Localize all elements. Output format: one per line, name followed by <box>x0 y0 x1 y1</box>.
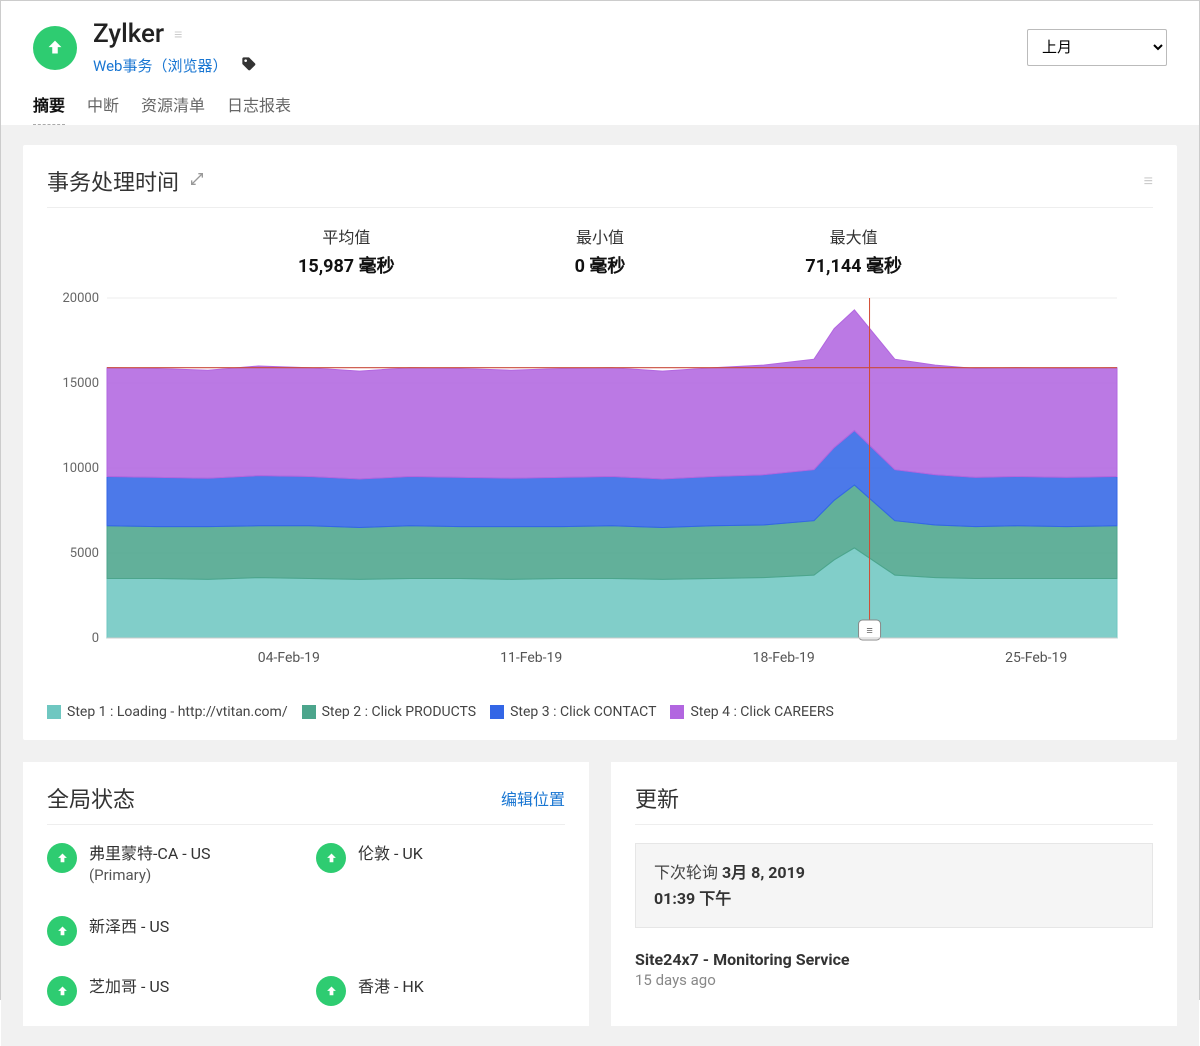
legend-label: Step 2 : Click PRODUCTS <box>322 704 477 720</box>
stacked-area-chart: 0 5000 10000 15000 20000 04-Feb-19 11-Feb-19 18… <box>47 288 1127 688</box>
svg-text:15000: 15000 <box>62 376 99 391</box>
chart-panel: 事务处理时间 ≡ 平均值 15,987 毫秒 最小值 0 毫秒 最大值 71,144 … <box>23 145 1177 740</box>
location-name: 伦敦 - UK <box>358 843 423 865</box>
location-sub: (Primary) <box>89 865 211 886</box>
location-item[interactable]: 弗里蒙特-CA - US(Primary) <box>47 843 296 886</box>
update-time: 15 days ago <box>635 971 1153 989</box>
legend-label: Step 4 : Click CAREERS <box>690 704 833 720</box>
status-ok-icon <box>47 843 77 873</box>
stats-row: 平均值 15,987 毫秒 最小值 0 毫秒 最大值 71,144 毫秒 <box>47 224 1153 278</box>
legend-swatch <box>490 705 504 719</box>
stat-min-value: 0 毫秒 <box>575 252 626 278</box>
tab-1[interactable]: 中断 <box>87 92 119 125</box>
location-name: 香港 - HK <box>358 976 424 998</box>
poll-label: 下次轮询 <box>654 863 718 882</box>
stat-avg-value: 15,987 毫秒 <box>298 252 395 278</box>
legend-swatch <box>670 705 684 719</box>
app-name: Zylker <box>93 19 164 49</box>
stat-min-label: 最小值 <box>575 224 626 248</box>
stat-max-value: 71,144 毫秒 <box>805 252 902 278</box>
location-item[interactable]: 伦敦 - UK <box>316 843 565 886</box>
svg-text:≡: ≡ <box>866 624 872 637</box>
panel-menu-icon[interactable]: ≡ <box>1144 171 1153 191</box>
svg-text:04-Feb-19: 04-Feb-19 <box>258 650 320 666</box>
stat-max-label: 最大值 <box>805 224 902 248</box>
poll-date: 3月 8, 2019 <box>722 863 805 882</box>
svg-text:25-Feb-19: 25-Feb-19 <box>1005 650 1067 666</box>
expand-icon[interactable] <box>189 171 205 191</box>
chart: 0 5000 10000 15000 20000 04-Feb-19 11-Feb-19 18… <box>47 288 1153 692</box>
next-poll-box: 下次轮询 3月 8, 2019 01:39 下午 <box>635 843 1153 928</box>
svg-text:5000: 5000 <box>70 546 99 561</box>
status-ok-icon <box>33 26 77 70</box>
location-item[interactable]: 香港 - HK <box>316 976 565 1006</box>
tabs: 摘要中断资源清单日志报表 <box>33 92 1167 125</box>
monitor-type-link[interactable]: Web事务（浏览器） <box>93 55 227 76</box>
updates-list: Site24x7 - Monitoring Service 15 days ag… <box>635 950 1153 989</box>
title-row: Zylker ≡ Web事务（浏览器） 上月 <box>33 19 1167 76</box>
poll-time: 01:39 下午 <box>654 889 731 908</box>
tab-2[interactable]: 资源清单 <box>141 92 205 125</box>
status-ok-icon <box>47 916 77 946</box>
legend-item[interactable]: Step 3 : Click CONTACT <box>490 704 656 720</box>
svg-text:11-Feb-19: 11-Feb-19 <box>500 650 562 666</box>
tag-icon[interactable] <box>241 56 257 76</box>
svg-text:10000: 10000 <box>62 461 99 476</box>
location-item[interactable]: 芝加哥 - US <box>47 976 296 1006</box>
svg-text:18-Feb-19: 18-Feb-19 <box>753 650 815 666</box>
panel-title: 事务处理时间 <box>47 165 179 197</box>
title-menu-icon[interactable]: ≡ <box>174 26 182 43</box>
status-ok-icon <box>316 976 346 1006</box>
legend-item[interactable]: Step 4 : Click CAREERS <box>670 704 833 720</box>
edit-location-link[interactable]: 编辑位置 <box>501 786 565 810</box>
legend-swatch <box>47 705 61 719</box>
status-ok-icon <box>316 843 346 873</box>
page-title: Zylker ≡ <box>93 19 257 49</box>
location-name: 新泽西 - US <box>89 916 169 938</box>
legend-label: Step 1 : Loading - http://vtitan.com/ <box>67 704 288 720</box>
timerange-dropdown[interactable]: 上月 <box>1027 29 1167 66</box>
status-ok-icon <box>47 976 77 1006</box>
tab-3[interactable]: 日志报表 <box>227 92 291 125</box>
svg-text:0: 0 <box>92 631 99 646</box>
location-name: 芝加哥 - US <box>89 976 169 998</box>
updates-panel: 更新 下次轮询 3月 8, 2019 01:39 下午 Site24x7 - M… <box>611 762 1177 1026</box>
global-status-panel: 全局状态 编辑位置 弗里蒙特-CA - US(Primary) 伦敦 - UK … <box>23 762 589 1026</box>
location-name: 弗里蒙特-CA - US <box>89 843 211 865</box>
svg-text:20000: 20000 <box>62 291 99 306</box>
location-grid: 弗里蒙特-CA - US(Primary) 伦敦 - UK 新泽西 - US 芝… <box>47 843 565 1006</box>
updates-title: 更新 <box>635 782 679 814</box>
update-title: Site24x7 - Monitoring Service <box>635 950 1153 969</box>
legend-item[interactable]: Step 1 : Loading - http://vtitan.com/ <box>47 704 288 720</box>
update-item[interactable]: Site24x7 - Monitoring Service 15 days ag… <box>635 950 1153 989</box>
timerange-select[interactable]: 上月 <box>1027 29 1167 66</box>
chart-legend: Step 1 : Loading - http://vtitan.com/Ste… <box>47 704 1153 720</box>
header: Zylker ≡ Web事务（浏览器） 上月 摘要中断资源清单日志报表 <box>1 1 1199 125</box>
content-area: 事务处理时间 ≡ 平均值 15,987 毫秒 最小值 0 毫秒 最大值 71,144 … <box>1 125 1199 1046</box>
legend-item[interactable]: Step 2 : Click PRODUCTS <box>302 704 477 720</box>
global-title: 全局状态 <box>47 782 135 814</box>
legend-label: Step 3 : Click CONTACT <box>510 704 656 720</box>
tab-0[interactable]: 摘要 <box>33 92 65 125</box>
legend-swatch <box>302 705 316 719</box>
location-item[interactable]: 新泽西 - US <box>47 916 296 946</box>
stat-avg-label: 平均值 <box>298 224 395 248</box>
